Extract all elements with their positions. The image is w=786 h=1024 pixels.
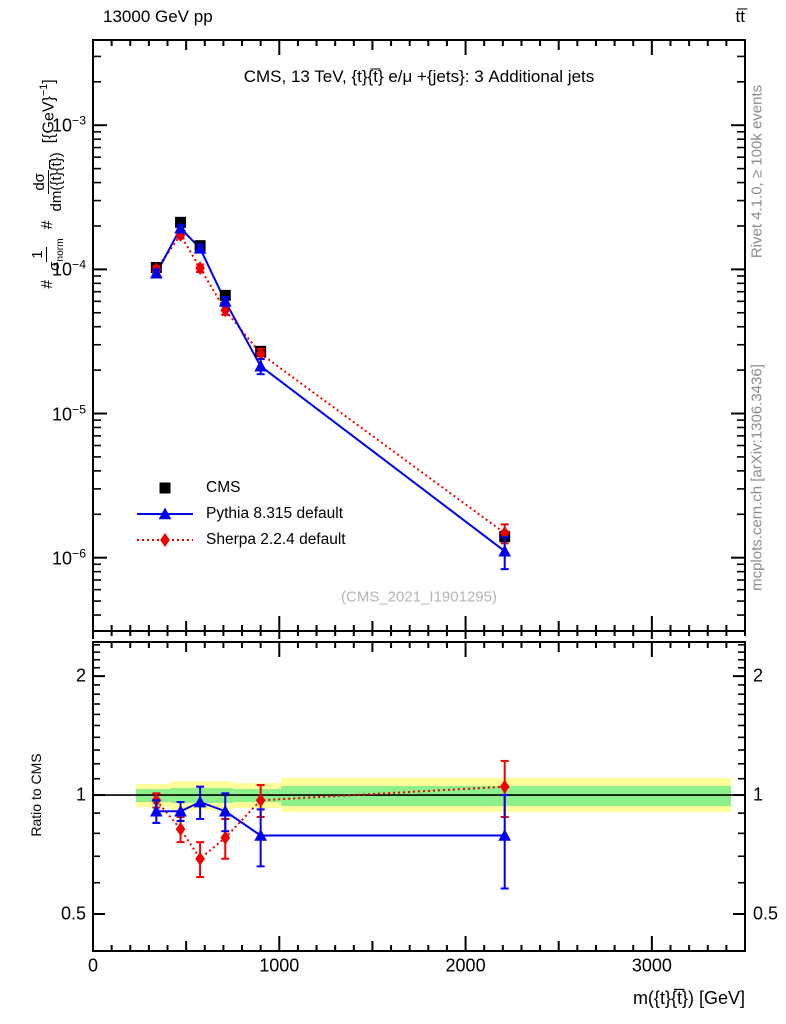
y-label-hash-2: # (39, 220, 56, 230)
y-label-hash-1: # (39, 279, 56, 289)
y-tick-label: 10−5 (52, 402, 86, 425)
x-axis-label: m({t}{t̅}) [GeV] (632, 988, 745, 1008)
legend-item-pythia: Pythia 8.315 default (137, 501, 346, 527)
y-label-units-close: ] (40, 79, 58, 84)
legend-item-sherpa: Sherpa 2.2.4 default (137, 527, 346, 553)
beam-energy-label: 13000 GeV pp (103, 7, 213, 26)
legend-label-sherpa: Sherpa 2.2.4 default (206, 531, 346, 548)
ratio-tick-label-right: 2 (753, 665, 764, 686)
mcplots-source-note: mcplots.cern.ch [arXiv:1306.3436] (748, 364, 766, 591)
analysis-id-watermark: (CMS_2021_I1901295) (341, 588, 497, 606)
x-tick-label: 1000 (259, 955, 300, 976)
ratio-tick-label-left: 0.5 (60, 903, 86, 924)
legend: CMS Pythia 8.315 default Sherpa 2.2.4 de… (137, 475, 346, 553)
ratio-tick-label-right: 1 (753, 784, 764, 805)
legend-label-pythia: Pythia 8.315 default (206, 505, 344, 522)
x-tick-label: 2000 (445, 955, 486, 976)
legend-item-cms: CMS (137, 475, 346, 501)
rivet-version-note: Rivet 4.1.0, ≥ 100k events (748, 84, 766, 259)
y-label-dsigma-den: dm({t}{t̅}) (47, 152, 65, 212)
ratio-tick-label-right: 0.5 (753, 903, 779, 924)
process-label: tt̅ (735, 7, 745, 26)
cms-square-marker-icon (137, 479, 193, 497)
ratio-tick-label-left: 2 (75, 665, 86, 686)
y-tick-label: 10−4 (52, 257, 86, 280)
plot-title: CMS, 13 TeV, {t}{t̅} e/μ +{jets}: 3 Addi… (243, 67, 595, 86)
y-tick-label: 10−6 (52, 546, 86, 569)
sherpa-diamond-marker-icon (137, 531, 193, 549)
y-label-dsigma-num: dσ (31, 170, 49, 194)
y-label-dsigma-fraction: dσ dm({t}{t̅}) (31, 150, 65, 213)
legend-label-cms: CMS (206, 479, 241, 496)
pythia-triangle-marker-icon (137, 505, 193, 523)
y-label-units-exp: −1 (37, 83, 50, 97)
y-tick-label: 10−3 (52, 113, 86, 136)
ratio-tick-label-left: 1 (75, 784, 86, 805)
y-axis-label: # 1 σnorm # dσ dm({t}{t̅}) [{GeV}−1] (20, 24, 76, 344)
x-tick-label: 3000 (631, 955, 672, 976)
x-tick-label: 0 (87, 955, 99, 976)
